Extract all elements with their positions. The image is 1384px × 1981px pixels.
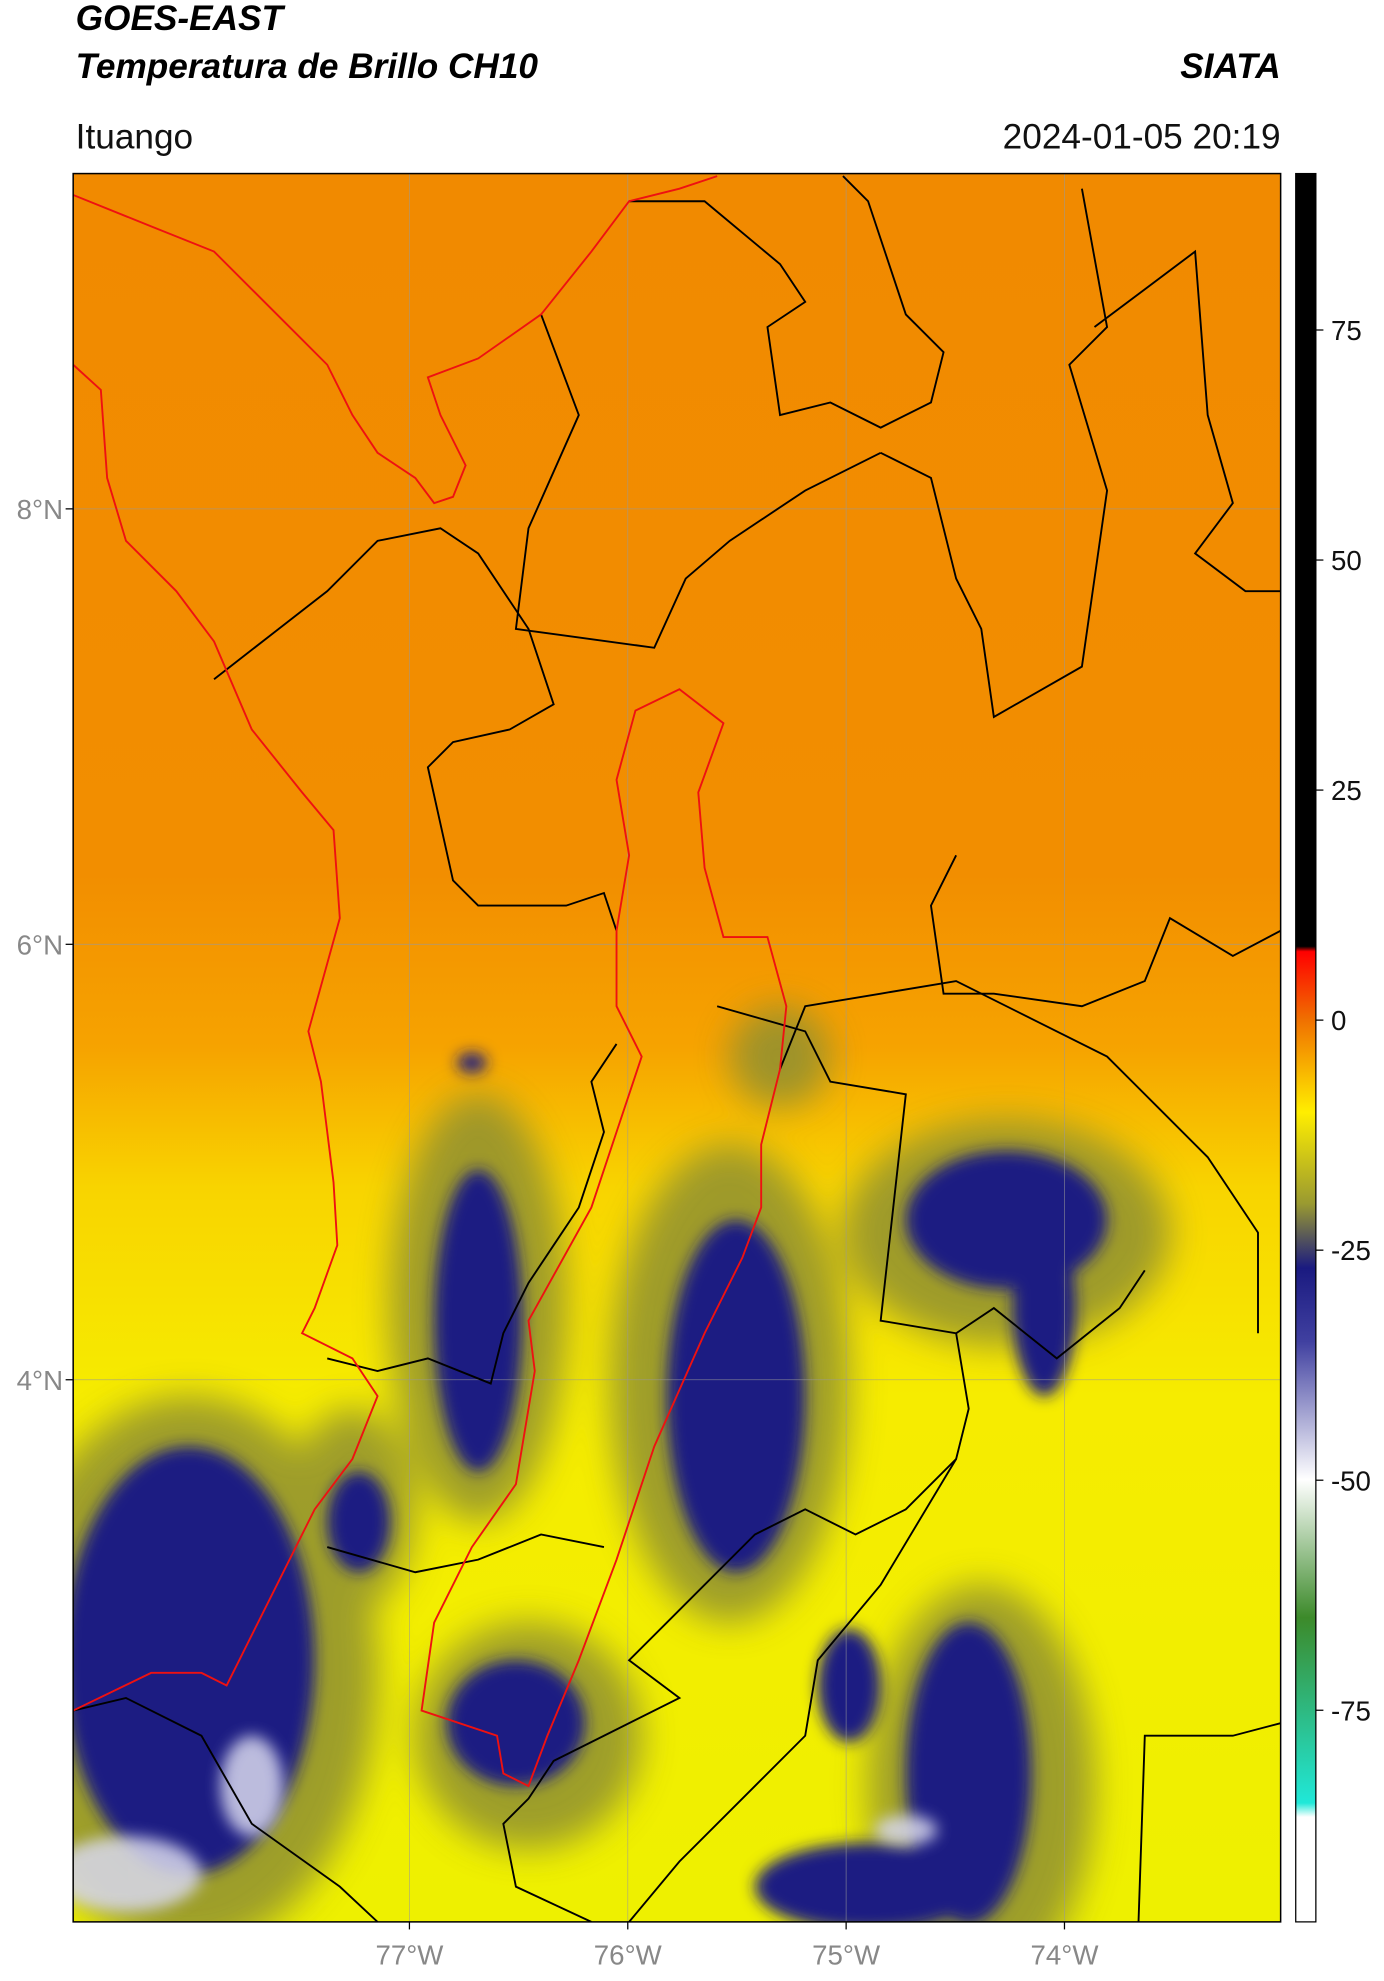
datetime: 2024-01-05 20:19 (1003, 117, 1281, 156)
x-tick-label: 74°W (1031, 1940, 1100, 1971)
colorbar-tick-label: 0 (1331, 1005, 1346, 1036)
location: Ituango (76, 117, 193, 156)
y-tick-label: 8°N (17, 494, 63, 525)
map-image (73, 173, 1281, 1922)
colorbar-tick-label: 50 (1331, 545, 1362, 576)
x-tick-label: 77°W (375, 1940, 444, 1971)
map-frame (72, 172, 1282, 1923)
source: SIATA (1180, 47, 1280, 86)
title: GOES-EAST (76, 0, 286, 38)
axes: 77°W 76°W 75°W 74°W 8°N 6°N 4°N 75 50 25 0 -25 -50 -7… (17, 315, 1371, 1971)
y-tick-label: 6°N (17, 929, 63, 960)
y-tick-label: 4°N (17, 1365, 63, 1396)
colorbar-tick-label: 75 (1331, 315, 1362, 346)
grid (73, 173, 1281, 1922)
colorbar-tick-label: -25 (1331, 1235, 1371, 1266)
coastline (73, 175, 788, 1788)
colorbar-tick-label: -75 (1331, 1695, 1371, 1726)
colorbar-tick-label: 25 (1331, 775, 1362, 806)
borders (73, 175, 1281, 1922)
cloud-peak (73, 1735, 938, 1912)
x-tick-label: 75°W (812, 1940, 881, 1971)
subtitle: Temperatura de Brillo CH10 (76, 47, 539, 86)
x-tick-label: 76°W (594, 1940, 663, 1971)
colorbar (1295, 172, 1317, 1923)
colorbar-tick-label: -50 (1331, 1465, 1371, 1496)
